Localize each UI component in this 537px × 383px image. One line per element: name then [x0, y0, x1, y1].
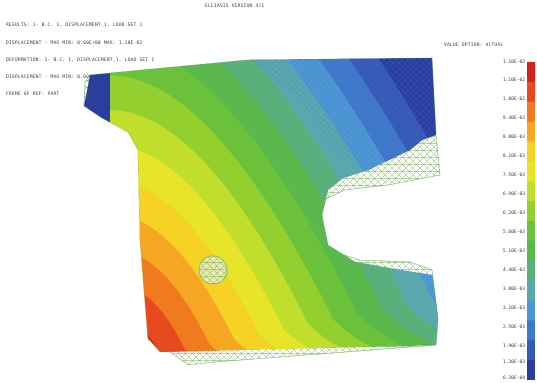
legend-tick-label: 1.00E-02: [502, 97, 525, 102]
result-info-line: DEFORMATION: 1- B.C. 1, DISPLACEMENT_1, …: [6, 57, 155, 63]
legend-color-swatch: [527, 161, 535, 182]
legend-tick-label: 1.30E-03: [502, 360, 525, 365]
legend-color-swatch: [527, 300, 535, 321]
legend-tick-label: 5.10E-03: [502, 249, 525, 254]
legend-tick-label: 1.10E-02: [502, 78, 525, 83]
bolt-hole-mesh: [199, 256, 227, 284]
legend-color-swatch: [527, 121, 535, 143]
legend-color-swatch: [527, 181, 535, 202]
legend-title: VALUE OPTION: ACTUAL: [444, 43, 504, 48]
legend-tick-label: 8.80E-03: [502, 135, 525, 140]
legend-color-swatch: [527, 340, 535, 361]
legend-tick-label: 7.50E-03: [502, 173, 525, 178]
legend-color-swatch: [527, 240, 535, 262]
legend-color-swatch: [527, 101, 535, 123]
legend-color-swatch: [527, 260, 535, 282]
legend-tick-label: 1.10E-02: [502, 60, 525, 65]
legend-color-swatch: [527, 201, 535, 222]
legend-tick-label: 2.50E-03: [502, 325, 525, 330]
legend-color-swatch: [527, 280, 535, 302]
legend-color-swatch: [527, 81, 535, 103]
legend-tick-label: 3.80E-03: [502, 287, 525, 292]
result-info-line: RESULTS: 1- B.C. 1, DISPLACEMENT_1, LOAD…: [6, 23, 143, 29]
legend-color-swatch: [527, 62, 535, 83]
result-info-line: FRAME OF REF: PART: [6, 92, 60, 98]
result-info-line: DISPLACEMENT - MAG MIN: 0.00E+00 MAX: 1.…: [6, 40, 143, 46]
legend-color-swatch: [527, 141, 535, 162]
legend-tick-label: 8.10E-03: [502, 154, 525, 159]
legend-tick-label: 3.10E-03: [502, 306, 525, 311]
legend-tick-label: 6.20E-03: [502, 211, 525, 216]
upper-block-mesh: [250, 58, 436, 172]
legend-color-swatch: [527, 221, 535, 242]
legend-tick-label: 6.90E-03: [502, 192, 525, 197]
legend-tick-label: 4.40E-03: [502, 268, 525, 273]
legend-tick-label: 1.90E-03: [502, 344, 525, 349]
legend-color-bar: [527, 62, 535, 380]
legend-tick-label: 9.40E-03: [502, 116, 525, 121]
plot-title: ELLIASIS VERSION 4/1: [205, 4, 265, 9]
legend-color-swatch: [527, 320, 535, 341]
legend-color-swatch: [527, 360, 535, 380]
legend-tick-label: 5.60E-03: [502, 230, 525, 235]
legend-tick-label: 6.30E-04: [502, 376, 525, 381]
